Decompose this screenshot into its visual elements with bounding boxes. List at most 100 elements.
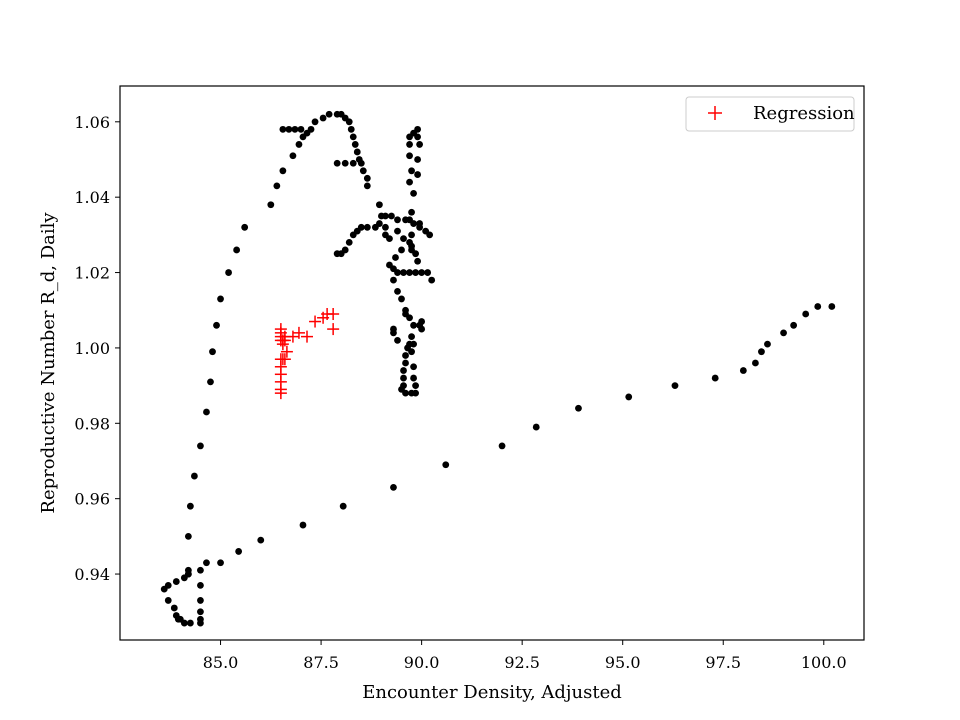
data-point: [170, 604, 178, 612]
data-point: [394, 269, 401, 276]
data-point: [410, 374, 417, 382]
data-point: [363, 223, 371, 231]
data-point: [671, 382, 679, 390]
regression-point: [280, 345, 293, 358]
data-point: [418, 325, 426, 333]
data-point: [279, 125, 287, 133]
data-point: [428, 276, 436, 284]
data-point: [186, 502, 194, 510]
data-point: [273, 182, 281, 190]
data-point: [203, 408, 210, 416]
data-point: [424, 269, 432, 276]
y-tick-label: 0.96: [74, 490, 110, 509]
plot-area: [160, 110, 836, 627]
data-point: [388, 212, 395, 220]
series-observed: [160, 110, 836, 627]
data-point: [233, 246, 241, 254]
data-point: [418, 269, 426, 276]
data-point: [279, 167, 287, 175]
data-point: [402, 352, 409, 359]
data-point: [197, 581, 204, 589]
data-point: [400, 235, 407, 243]
y-tick-label: 1.04: [74, 188, 110, 207]
x-tick-label: 95.0: [605, 653, 641, 672]
data-point: [406, 178, 413, 186]
data-point: [414, 171, 421, 178]
data-point: [257, 536, 265, 544]
data-point: [390, 276, 397, 284]
axes-frame: [119, 85, 865, 641]
data-point: [217, 295, 224, 303]
data-point: [341, 246, 349, 254]
legend-box: [685, 96, 855, 132]
data-point: [412, 389, 419, 397]
x-tick-label: 92.5: [504, 653, 540, 672]
data-point: [752, 359, 759, 367]
data-point: [406, 152, 413, 160]
regression-point: [276, 338, 289, 351]
data-point: [390, 483, 397, 491]
data-point: [186, 619, 194, 627]
data-point: [400, 367, 407, 374]
y-tick-label: 1.02: [74, 264, 110, 283]
data-point: [180, 619, 188, 627]
data-point: [267, 201, 275, 209]
legend: Regression: [685, 96, 855, 132]
x-tick-label: 97.5: [705, 653, 741, 672]
regression-point: [301, 330, 314, 343]
data-point: [197, 615, 204, 623]
y-axis-label: Reproductive Number R_d, Daily: [38, 212, 59, 514]
data-point: [289, 152, 297, 160]
legend-label-regression: Regression: [753, 103, 855, 124]
data-point: [394, 336, 401, 344]
data-point: [311, 118, 319, 126]
data-point: [394, 287, 401, 295]
data-point: [398, 295, 405, 303]
data-point: [197, 597, 204, 604]
data-point: [197, 566, 204, 574]
data-point: [406, 269, 413, 276]
data-point: [197, 442, 204, 450]
y-tick-label: 0.94: [74, 565, 110, 584]
x-axis-label: Encounter Density, Adjusted: [362, 682, 622, 703]
data-point: [410, 363, 417, 371]
data-point: [412, 382, 419, 390]
data-point: [357, 223, 365, 231]
data-point: [203, 559, 210, 567]
regression-point: [278, 353, 291, 366]
data-point: [408, 348, 415, 356]
data-point: [422, 227, 430, 235]
data-point: [345, 118, 353, 126]
data-point: [532, 423, 540, 431]
data-point: [394, 216, 401, 224]
data-point: [349, 133, 357, 141]
data-point: [402, 389, 409, 397]
regression-point: [327, 308, 340, 321]
data-point: [394, 227, 401, 235]
data-point: [235, 548, 243, 555]
axis-ticks: 85.0 87.5 90.0 92.5 95.0 97.5 100.0 0.94 0.96 0.9…: [74, 113, 846, 672]
data-point: [299, 521, 307, 529]
data-point: [184, 532, 192, 540]
data-point: [408, 167, 415, 175]
data-point: [325, 110, 333, 118]
data-point: [406, 141, 413, 148]
data-point: [758, 348, 765, 356]
data-point: [351, 141, 359, 148]
data-point: [625, 393, 633, 401]
data-point: [172, 578, 180, 585]
data-point: [780, 329, 787, 337]
x-tick-label: 90.0: [404, 653, 440, 672]
data-point: [790, 321, 798, 329]
data-point: [357, 159, 365, 167]
data-point: [291, 125, 299, 133]
data-point: [416, 223, 424, 231]
data-point: [408, 231, 415, 239]
data-point: [345, 239, 353, 246]
data-point: [414, 125, 421, 133]
data-point: [160, 585, 168, 593]
data-point: [711, 374, 719, 382]
data-point: [191, 472, 198, 480]
data-point: [575, 404, 582, 412]
